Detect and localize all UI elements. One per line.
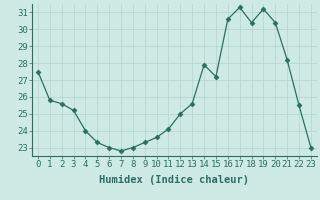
X-axis label: Humidex (Indice chaleur): Humidex (Indice chaleur) bbox=[100, 175, 249, 185]
